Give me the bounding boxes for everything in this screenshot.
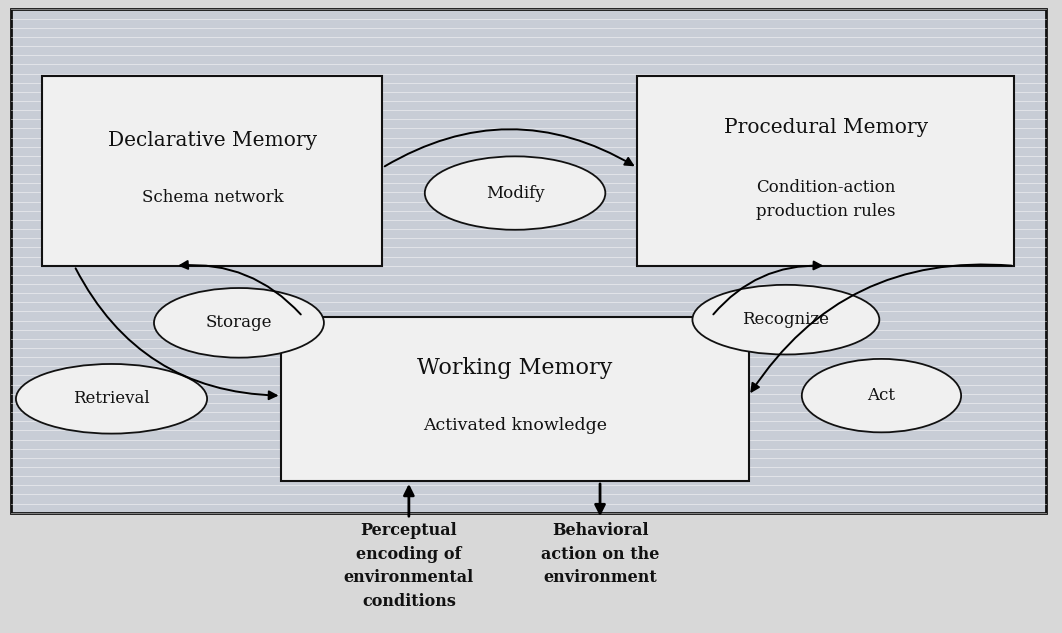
FancyBboxPatch shape [637,76,1014,266]
Text: Perceptual
encoding of
environmental
conditions: Perceptual encoding of environmental con… [344,522,474,610]
FancyBboxPatch shape [42,76,382,266]
Ellipse shape [154,288,324,358]
Text: Act: Act [868,387,895,404]
Ellipse shape [802,359,961,432]
Text: Modify: Modify [485,185,545,201]
Text: Storage: Storage [206,315,272,331]
Ellipse shape [692,285,879,354]
Text: Schema network: Schema network [141,189,284,206]
Text: Recognize: Recognize [742,311,829,328]
FancyBboxPatch shape [11,9,1046,513]
Text: Behavioral
action on the
environment: Behavioral action on the environment [541,522,660,586]
Text: Procedural Memory: Procedural Memory [723,118,928,137]
Text: Activated knowledge: Activated knowledge [423,417,607,434]
Text: Declarative Memory: Declarative Memory [108,131,316,150]
Ellipse shape [16,364,207,434]
Text: Retrieval: Retrieval [73,391,150,407]
Text: Working Memory: Working Memory [417,358,613,379]
Text: Condition-action
production rules: Condition-action production rules [756,179,895,220]
Ellipse shape [425,156,605,230]
FancyBboxPatch shape [281,316,749,481]
